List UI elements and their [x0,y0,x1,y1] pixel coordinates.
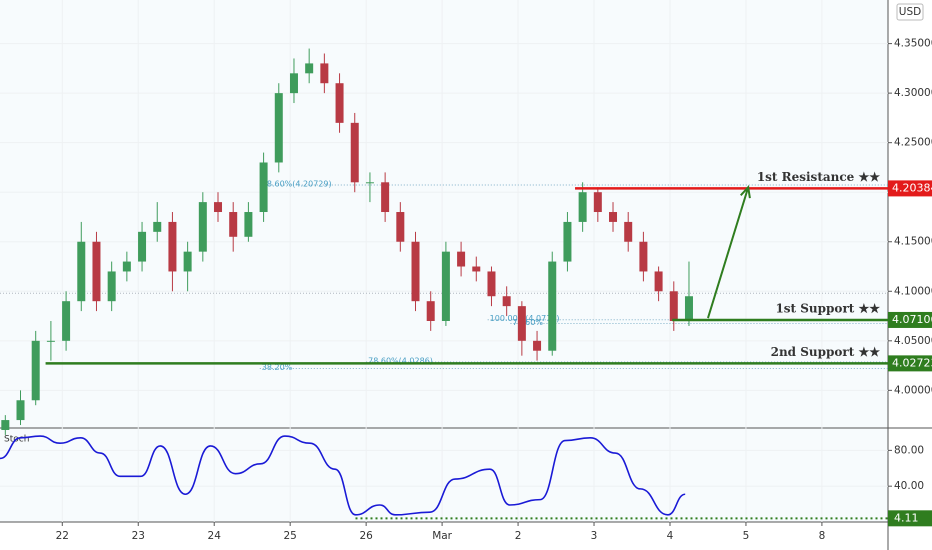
candle-body [46,340,55,342]
x-tick-label: 2 [515,530,522,542]
candle-body [411,241,420,302]
candle-body [381,182,390,213]
candle-body [122,261,131,272]
arrow [707,185,751,319]
level-value: 4.20384 [892,181,932,194]
level-value-box [888,510,932,527]
candle-body [548,261,557,351]
candle-body [639,241,648,272]
fib-label: 78.60% [512,318,543,327]
x-tick-label: 23 [132,530,145,542]
level-label: 1st Support ★★ [775,301,880,315]
y-tick-label: 4.30000 [894,87,932,99]
candle-body [335,83,344,123]
candle-body [426,301,435,321]
x-tick-label: 8 [819,530,826,542]
candle-body [259,162,268,213]
x-tick-label: 25 [283,530,296,542]
x-tick-label: 24 [208,530,222,542]
candle-body [92,241,101,302]
x-tick-label: 3 [591,530,598,542]
y-tick-label: 4.25000 [894,137,932,149]
fib-label: 78.60%(4.20729) [262,179,332,188]
stoch-line [0,435,686,516]
level-value-box [888,180,932,197]
candle-body [320,63,329,84]
candle-body [593,192,602,213]
level-value-box [888,355,932,372]
level-value: 4.07106 [892,313,932,326]
candle-body [472,266,481,272]
x-tick-label: Mar [432,530,452,542]
x-tick-label: 22 [56,530,69,542]
candle-body [31,340,40,401]
candle-body [350,122,359,183]
candle-body [487,271,496,297]
candle-body [305,63,314,74]
candle-body [289,73,298,94]
candle-body [198,202,207,252]
candle-body [183,251,192,272]
candle-body [654,271,663,292]
level-value: 4.02723 [892,356,932,369]
candle-body [138,231,147,262]
level-value: 4.11 [894,511,919,524]
x-tick-label: 26 [359,530,373,542]
candle-body [624,221,633,242]
candle-body [502,296,511,307]
candle-body [563,221,572,262]
candle-body [274,93,283,163]
x-axis-band [0,522,932,550]
candle-body [533,340,542,351]
candle-body [77,241,86,302]
candle-body [16,400,25,421]
candle-body [214,202,223,213]
candle-body [441,251,450,321]
y-tick-label: 4.05000 [894,335,932,347]
candle-body [457,251,466,267]
candle-body [365,182,374,184]
y-tick-label: 4.15000 [894,236,932,248]
candle-body [396,212,405,242]
price-axis-band [888,0,932,550]
candle-body [62,301,71,341]
candle-body [153,221,162,232]
fib-label: 78.60%(4.0286) [368,357,433,366]
y-tick-label: 80.00 [894,444,924,456]
candle-body [578,192,587,222]
candle-body [168,221,177,272]
x-tick-label: 4 [667,530,674,542]
y-tick-label: 4.00000 [894,384,932,396]
y-tick-label: 4.10000 [894,285,932,297]
level-label: 1st Resistance ★★ [757,170,880,184]
level-label: 2nd Support ★★ [771,345,881,359]
y-tick-label: 40.00 [894,480,924,492]
candle-body [669,291,678,321]
candle-body [229,212,238,237]
y-tick-label: 4.35000 [894,38,932,50]
currency-box [896,3,924,21]
candle-body [1,420,10,430]
currency: USD [899,6,921,18]
candle-body [609,212,618,222]
fib-label: 38.20% [262,363,293,372]
candle-body [244,212,253,237]
candle-body [517,306,526,341]
x-tick-label: 5 [743,530,750,542]
candle-body [107,271,116,302]
candle-body [684,296,693,321]
level-value-box [888,311,932,328]
